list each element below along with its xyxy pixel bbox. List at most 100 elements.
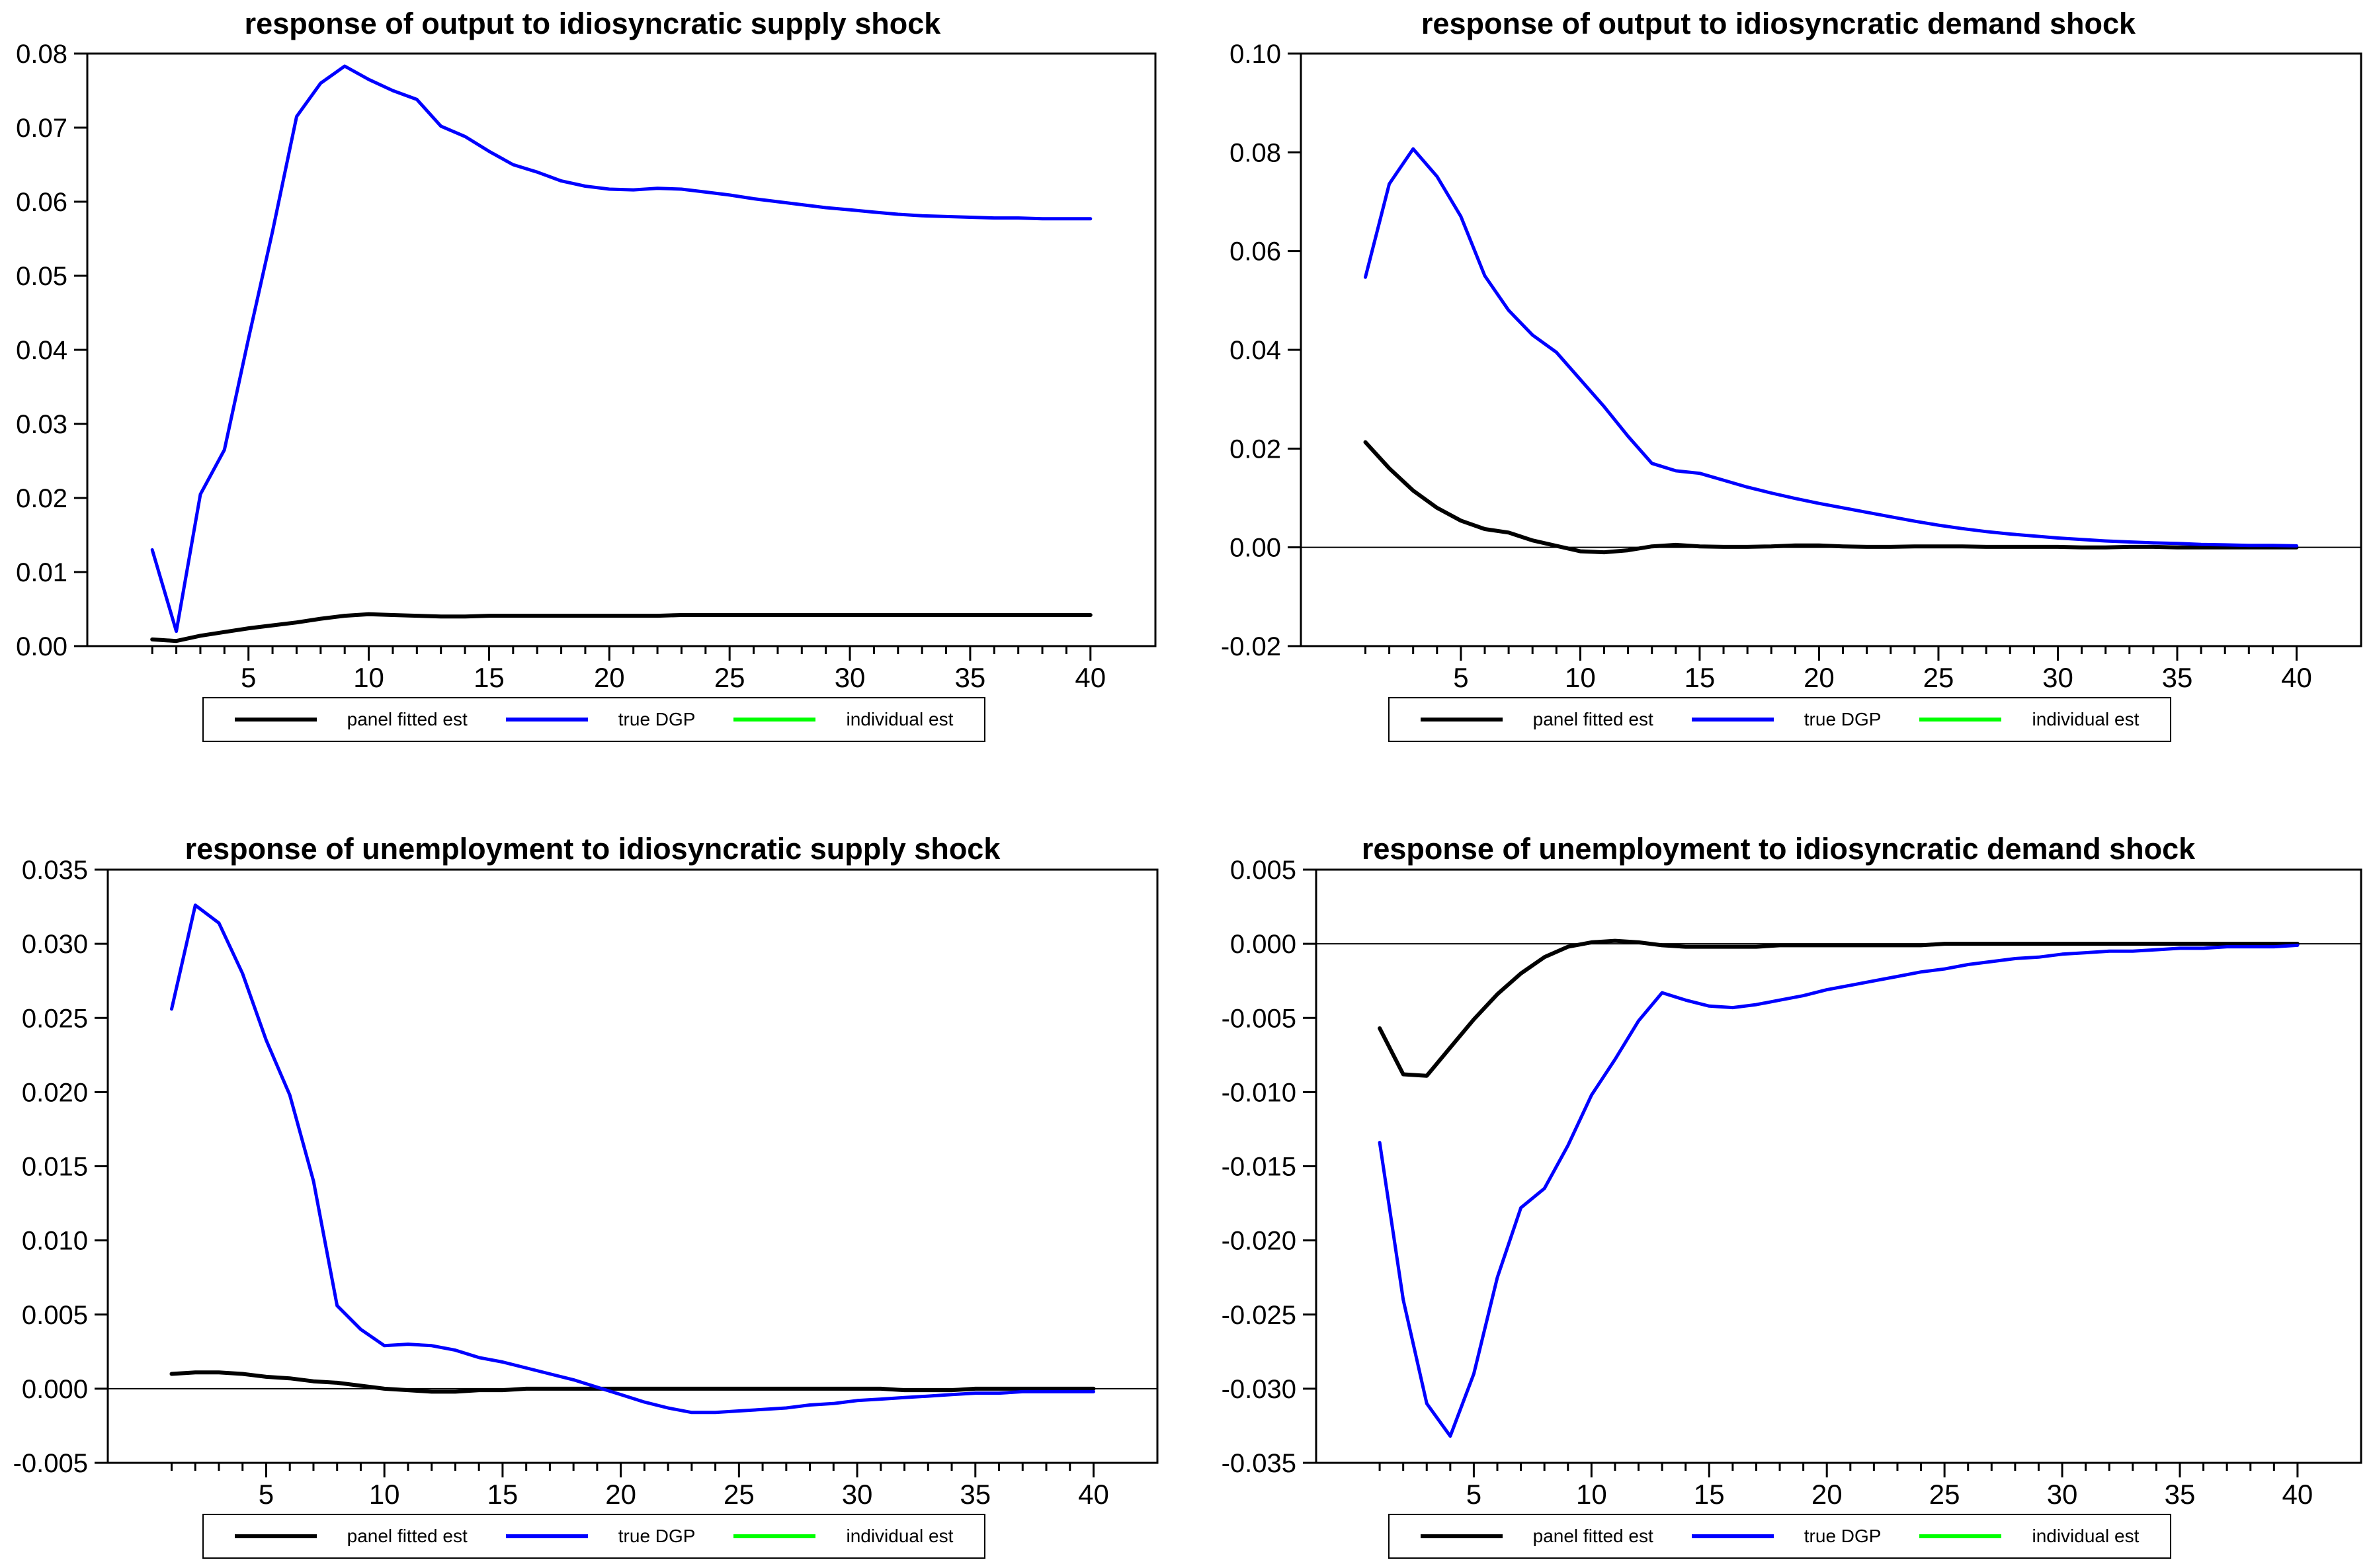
svg-text:15: 15 [1685,662,1716,693]
green-line-sample-icon [733,718,816,722]
series-true-DGP [170,903,1095,1415]
page-title: response of unemployment to idiosyncrati… [185,832,1001,866]
svg-text:10: 10 [353,662,384,693]
svg-text:-0.010: -0.010 [1222,1078,1296,1107]
svg-text:15: 15 [1694,1479,1725,1510]
svg-text:15: 15 [487,1479,519,1510]
svg-text:0.000: 0.000 [1230,930,1296,959]
green-line-sample-icon [1919,1534,2002,1538]
svg-text:20: 20 [594,662,625,693]
svg-text:0.000: 0.000 [22,1375,88,1404]
black-line-sample-icon [234,1534,317,1538]
x-axis-ticks: 5 10 15 20 25 30 35 40 [1364,646,2312,693]
chart-output-supply-shock: response of output to idiosyncratic supp… [0,0,1185,784]
legend-item-panel-fitted-est: panel fitted est [234,1526,468,1547]
chart-unemployment-demand-shock: response of unemployment to idiosyncrati… [1186,784,2371,1568]
series-true-DGP [1364,147,2298,548]
svg-text:30: 30 [835,662,866,693]
svg-text:0.005: 0.005 [1230,856,1296,885]
svg-text:0.07: 0.07 [16,114,67,143]
svg-text:15: 15 [474,662,505,693]
svg-text:0.015: 0.015 [22,1153,88,1182]
legend-item-true-dgp: true DGP [1691,709,1882,730]
series-panel-fitted-est [169,1370,1096,1394]
black-line-sample-icon [1420,1534,1503,1538]
svg-text:-0.020: -0.020 [1222,1227,1296,1256]
svg-text:0.03: 0.03 [16,410,67,439]
legend-box: panel fitted est true DGP individual est [1388,1514,2171,1559]
svg-text:20: 20 [605,1479,636,1510]
legend-item-label: panel fitted est [347,1526,468,1546]
axes [106,868,1159,1464]
svg-text:10: 10 [369,1479,400,1510]
plot-unemployment-demand-shock: 0.005 0.000 -0.005 -0.010 -0.015 -0.020 -0.025… [1222,856,2362,1510]
svg-text:25: 25 [1923,662,1954,693]
legend-item-label: true DGP [1804,1526,1882,1546]
legend-item-true-dgp: true DGP [505,1526,696,1547]
svg-text:0.010: 0.010 [22,1227,88,1256]
svg-text:20: 20 [1811,1479,1843,1510]
legend-item-individual-est: individual est [733,1526,953,1547]
svg-text:0.02: 0.02 [1229,434,1281,464]
black-line-sample-icon [1420,718,1503,722]
x-axis-ticks: 5 10 15 20 25 30 35 40 [151,646,1106,693]
legend-item-individual-est: individual est [1919,709,2139,730]
blue-line-sample-icon [1691,718,1774,722]
page-title: response of unemployment to idiosyncrati… [1361,832,2196,866]
green-line-sample-icon [1919,718,2002,722]
legend-item-label: individual est [2032,1526,2140,1546]
series-panel-fitted-est [1363,440,2299,555]
plot-output-supply-shock: 0.08 0.07 0.06 0.05 0.04 0.03 0.02 0.01 0.00 5 10 1… [16,40,1157,693]
svg-text:0.02: 0.02 [16,484,67,513]
svg-text:-0.030: -0.030 [1222,1375,1296,1404]
axes [1300,52,2362,647]
legend-item-panel-fitted-est: panel fitted est [234,709,468,730]
svg-text:0.08: 0.08 [1229,138,1281,167]
y-axis-ticks: 0.035 0.030 0.025 0.020 0.015 0.010 0.005 0.000… [13,856,108,1478]
legend-item-label: individual est [2032,709,2140,729]
legend-item-panel-fitted-est: panel fitted est [1420,1526,1653,1547]
chart-output-demand-shock: response of output to idiosyncratic dema… [1186,0,2371,784]
svg-text:35: 35 [955,662,986,693]
svg-text:25: 25 [714,662,745,693]
chart-unemployment-supply-shock: response of unemployment to idiosyncrati… [0,784,1185,1568]
legend-item-label: true DGP [618,709,696,729]
svg-text:40: 40 [2281,662,2312,693]
svg-text:10: 10 [1576,1479,1607,1510]
svg-text:0.06: 0.06 [16,188,67,217]
page-title: response of output to idiosyncratic supp… [244,7,941,40]
legend-item-label: individual est [846,1526,954,1546]
svg-text:0.04: 0.04 [16,336,67,365]
svg-text:25: 25 [1929,1479,1960,1510]
legend-item-individual-est: individual est [733,709,953,730]
legend-item-true-dgp: true DGP [1691,1526,1882,1547]
black-line-sample-icon [234,718,317,722]
svg-text:5: 5 [1453,662,1468,693]
svg-text:0.01: 0.01 [16,558,67,587]
svg-text:10: 10 [1565,662,1596,693]
y-axis-ticks: 0.005 0.000 -0.005 -0.010 -0.015 -0.020 -0.025… [1222,856,1316,1478]
svg-text:0.025: 0.025 [22,1004,88,1033]
legend-item-label: true DGP [1804,709,1882,729]
svg-text:0.030: 0.030 [22,930,88,959]
series-panel-fitted-est [1378,938,2300,1078]
plot-output-demand-shock: 0.10 0.08 0.06 0.04 0.02 0.00 -0.02 5 10 15 20 25 30… [1221,40,2362,693]
svg-text:-0.015: -0.015 [1222,1153,1296,1182]
y-axis-ticks: 0.10 0.08 0.06 0.04 0.02 0.00 -0.02 [1221,40,1301,661]
legend-box: panel fitted est true DGP individual est [202,697,985,742]
plot-unemployment-supply-shock: 0.035 0.030 0.025 0.020 0.015 0.010 0.005 0.000… [13,856,1159,1510]
series-true-DGP [150,64,1093,634]
svg-text:5: 5 [241,662,256,693]
svg-text:0.04: 0.04 [1229,336,1281,365]
blue-line-sample-icon [505,1534,588,1538]
svg-text:5: 5 [259,1479,274,1510]
legend-item-individual-est: individual est [1919,1526,2139,1547]
svg-text:-0.005: -0.005 [1222,1004,1296,1033]
svg-text:35: 35 [960,1479,991,1510]
svg-text:0.00: 0.00 [1229,534,1281,563]
legend-item-label: panel fitted est [347,709,468,729]
green-line-sample-icon [733,1534,816,1538]
svg-text:20: 20 [1804,662,1835,693]
legend-item-label: true DGP [618,1526,696,1546]
